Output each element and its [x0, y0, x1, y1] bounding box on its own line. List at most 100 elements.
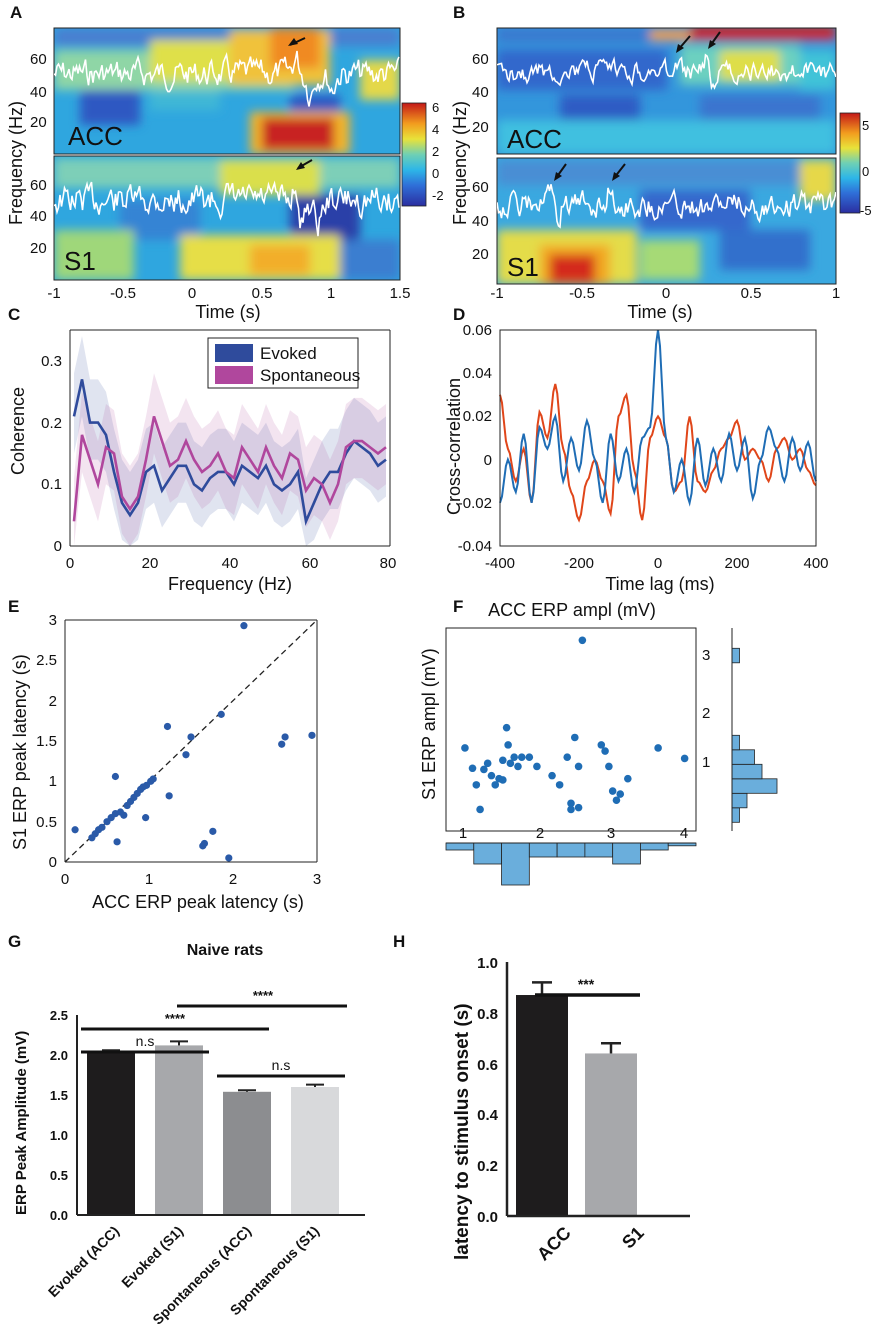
d-xtick: -200 [564, 555, 594, 572]
f-point [499, 776, 507, 784]
e-point [182, 751, 190, 759]
f-hist-right-bar [731, 807, 740, 823]
e-xtick: 2 [229, 871, 237, 888]
e-point [308, 731, 316, 739]
f-point [461, 744, 469, 752]
g-bar [155, 1045, 203, 1215]
region-label-b-acc: ACC [507, 124, 562, 154]
e-xlabel: ACC ERP peak latency (s) [92, 892, 304, 912]
g-ytick: 2.0 [50, 1048, 68, 1063]
d-xtick: 0 [654, 555, 662, 572]
d-ytick: -0.02 [458, 495, 492, 512]
a-xtick: -1 [47, 285, 60, 302]
panel-g: G Naive rats n.s n.s **** **** 0.0 0.5 1.0 … [8, 932, 365, 1328]
f-hist-bottom-bar [612, 842, 641, 865]
d-xlabel: Time lag (ms) [605, 574, 714, 594]
f-point [555, 781, 564, 789]
b-xlabel: Time (s) [627, 302, 692, 322]
b-xtick: -1 [490, 285, 503, 302]
b-xtick: 0.5 [741, 285, 762, 302]
g-sig-label: n.s [136, 1033, 155, 1049]
e-point [120, 811, 128, 819]
lfp-trace-b-acc [497, 53, 836, 91]
f-hist-right-bar [731, 778, 778, 794]
c-xtick: 20 [142, 555, 159, 572]
f-point [506, 759, 515, 768]
h-ytick: 0.4 [477, 1107, 499, 1124]
f-point [487, 771, 496, 780]
e-point [163, 722, 172, 731]
a-ylabel: Frequency (Hz) [6, 101, 26, 225]
e-point [209, 827, 217, 835]
a-ytick-top: 40 [30, 84, 47, 101]
c-line-evoked [72, 379, 387, 526]
f-hist-bottom-bar [445, 842, 475, 851]
e-point [278, 740, 286, 748]
b-cbar-tick: 0 [862, 164, 869, 179]
heatmap-a-acc [54, 28, 400, 154]
a-ytick-bottom: 20 [30, 240, 47, 257]
f-xtick: 3 [607, 825, 615, 842]
lfp-trace-a-acc [54, 50, 400, 107]
f-hist-bottom-bar [473, 842, 502, 865]
e-ytick: 2 [49, 693, 57, 710]
f-point [472, 781, 481, 789]
e-point [149, 775, 157, 783]
legend-swatch-spontaneous [215, 366, 253, 384]
g-bar [291, 1087, 339, 1215]
a-cbar-tick: 0 [432, 166, 439, 181]
e-ytick: 0.5 [36, 814, 57, 831]
b-colorbar [839, 112, 861, 214]
plot-d [499, 329, 817, 523]
f-hist-bottom-bar [528, 842, 558, 858]
panel-b: B ACC [450, 3, 872, 322]
f-point [567, 805, 575, 814]
heatmap-b-s1 [497, 158, 836, 284]
heatmap-a-s1 [54, 156, 400, 280]
f-ylabel: S1 ERP ampl (mV) [419, 648, 439, 800]
region-label-a-s1: S1 [64, 246, 96, 276]
d-ytick: 0.02 [463, 408, 492, 425]
legend-label-spontaneous: Spontaneous [260, 366, 360, 385]
h-ylabel: latency to stimulus onset (s) [452, 1003, 473, 1260]
f-point [612, 796, 621, 805]
e-point [187, 733, 195, 741]
e-ytick: 1 [49, 773, 57, 790]
f-point [533, 762, 541, 771]
c-xtick: 0 [66, 555, 74, 572]
a-ytick-top: 20 [30, 114, 47, 131]
b-ytick-bottom: 60 [472, 179, 489, 196]
f-point [578, 636, 587, 645]
d-axes-box [499, 329, 817, 547]
b-cbar-tick: 5 [862, 118, 869, 133]
f-hist-right-bar [731, 734, 740, 751]
f-point [502, 723, 511, 732]
f-point [680, 754, 689, 763]
f-hist-right-bar [731, 792, 748, 809]
g-ytick: 2.5 [50, 1008, 68, 1023]
b-ytick-bottom: 20 [472, 246, 489, 263]
f-point [567, 799, 575, 808]
c-ytick: 0 [54, 538, 62, 555]
a-xtick: 1 [327, 285, 335, 302]
c-line-spontaneous [72, 415, 387, 522]
f-hist-bottom-bar [501, 842, 530, 886]
f-point [563, 753, 572, 761]
lfp-trace-a-s1 [54, 180, 400, 237]
h-sig-label: *** [578, 976, 595, 992]
e-point [217, 710, 225, 718]
h-ytick: 0.0 [477, 1209, 498, 1226]
legend-swatch-evoked [215, 344, 253, 362]
d-ytick: -0.04 [458, 538, 492, 555]
d-line-red [499, 383, 817, 523]
h-ytick: 1.0 [477, 955, 498, 972]
c-ytick: 0.2 [41, 415, 62, 432]
a-cbar-tick: 4 [432, 122, 439, 137]
a-xtick: 1.5 [390, 285, 411, 302]
h-ytick: 0.8 [477, 1006, 498, 1023]
g-title: Naive rats [187, 942, 264, 959]
e-ytick: 1.5 [36, 733, 57, 750]
f-point [601, 747, 609, 755]
g-ylabel: ERP Peak Amplitude (mV) [13, 1031, 30, 1215]
f-point [476, 805, 484, 814]
